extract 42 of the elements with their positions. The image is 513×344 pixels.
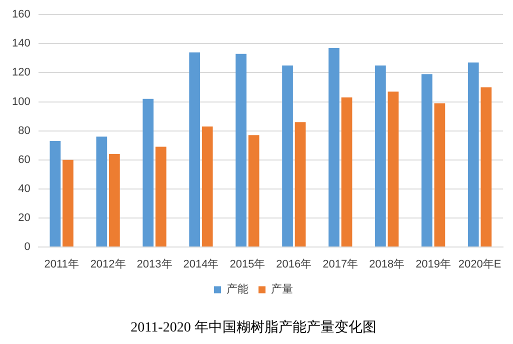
bar [421, 74, 432, 246]
y-tick-label: 40 [18, 182, 30, 195]
y-tick-label: 80 [18, 124, 30, 137]
bar [62, 160, 74, 246]
y-tick-label: 120 [12, 66, 30, 79]
bar [375, 65, 386, 246]
x-tick-label: 2017年 [322, 258, 358, 271]
bar [294, 122, 306, 246]
x-tick-label: 2019年 [416, 258, 452, 271]
bar [155, 146, 166, 246]
text: 2011-2020 年中国糊树脂产能产量变化图 [130, 319, 376, 336]
bar [282, 65, 293, 246]
bar [341, 97, 352, 246]
x-tick-label: 2020年E [458, 258, 502, 271]
y-tick-label: 20 [18, 212, 30, 224]
y-tick-label: 160 [12, 8, 30, 21]
bar [142, 98, 154, 246]
legend-label: 产量 [271, 282, 293, 296]
x-tick-label: 2011年 [44, 258, 79, 271]
bar [388, 92, 399, 246]
bar [480, 87, 492, 246]
legend-label: 产能 [226, 282, 248, 296]
x-tick-label: 2015年 [230, 258, 266, 271]
bar [189, 52, 200, 246]
bar [50, 140, 61, 246]
x-tick-label: 2013年 [136, 258, 172, 271]
x-tick-label: 2012年 [90, 258, 126, 271]
bar [328, 48, 340, 246]
bar [202, 126, 213, 246]
x-tick-label: 2016年 [276, 258, 312, 271]
bar [236, 54, 246, 246]
bar [468, 62, 479, 246]
x-tick-label: 2018年 [369, 258, 405, 271]
x-tick-label: 2014年 [183, 258, 219, 271]
bar [96, 136, 108, 246]
bar [248, 135, 260, 246]
y-tick-label: 0 [24, 241, 30, 254]
bar [109, 154, 120, 246]
y-tick-label: 60 [18, 154, 30, 166]
y-tick-label: 140 [12, 38, 30, 50]
y-tick-label: 100 [12, 96, 30, 108]
bar [434, 103, 446, 246]
